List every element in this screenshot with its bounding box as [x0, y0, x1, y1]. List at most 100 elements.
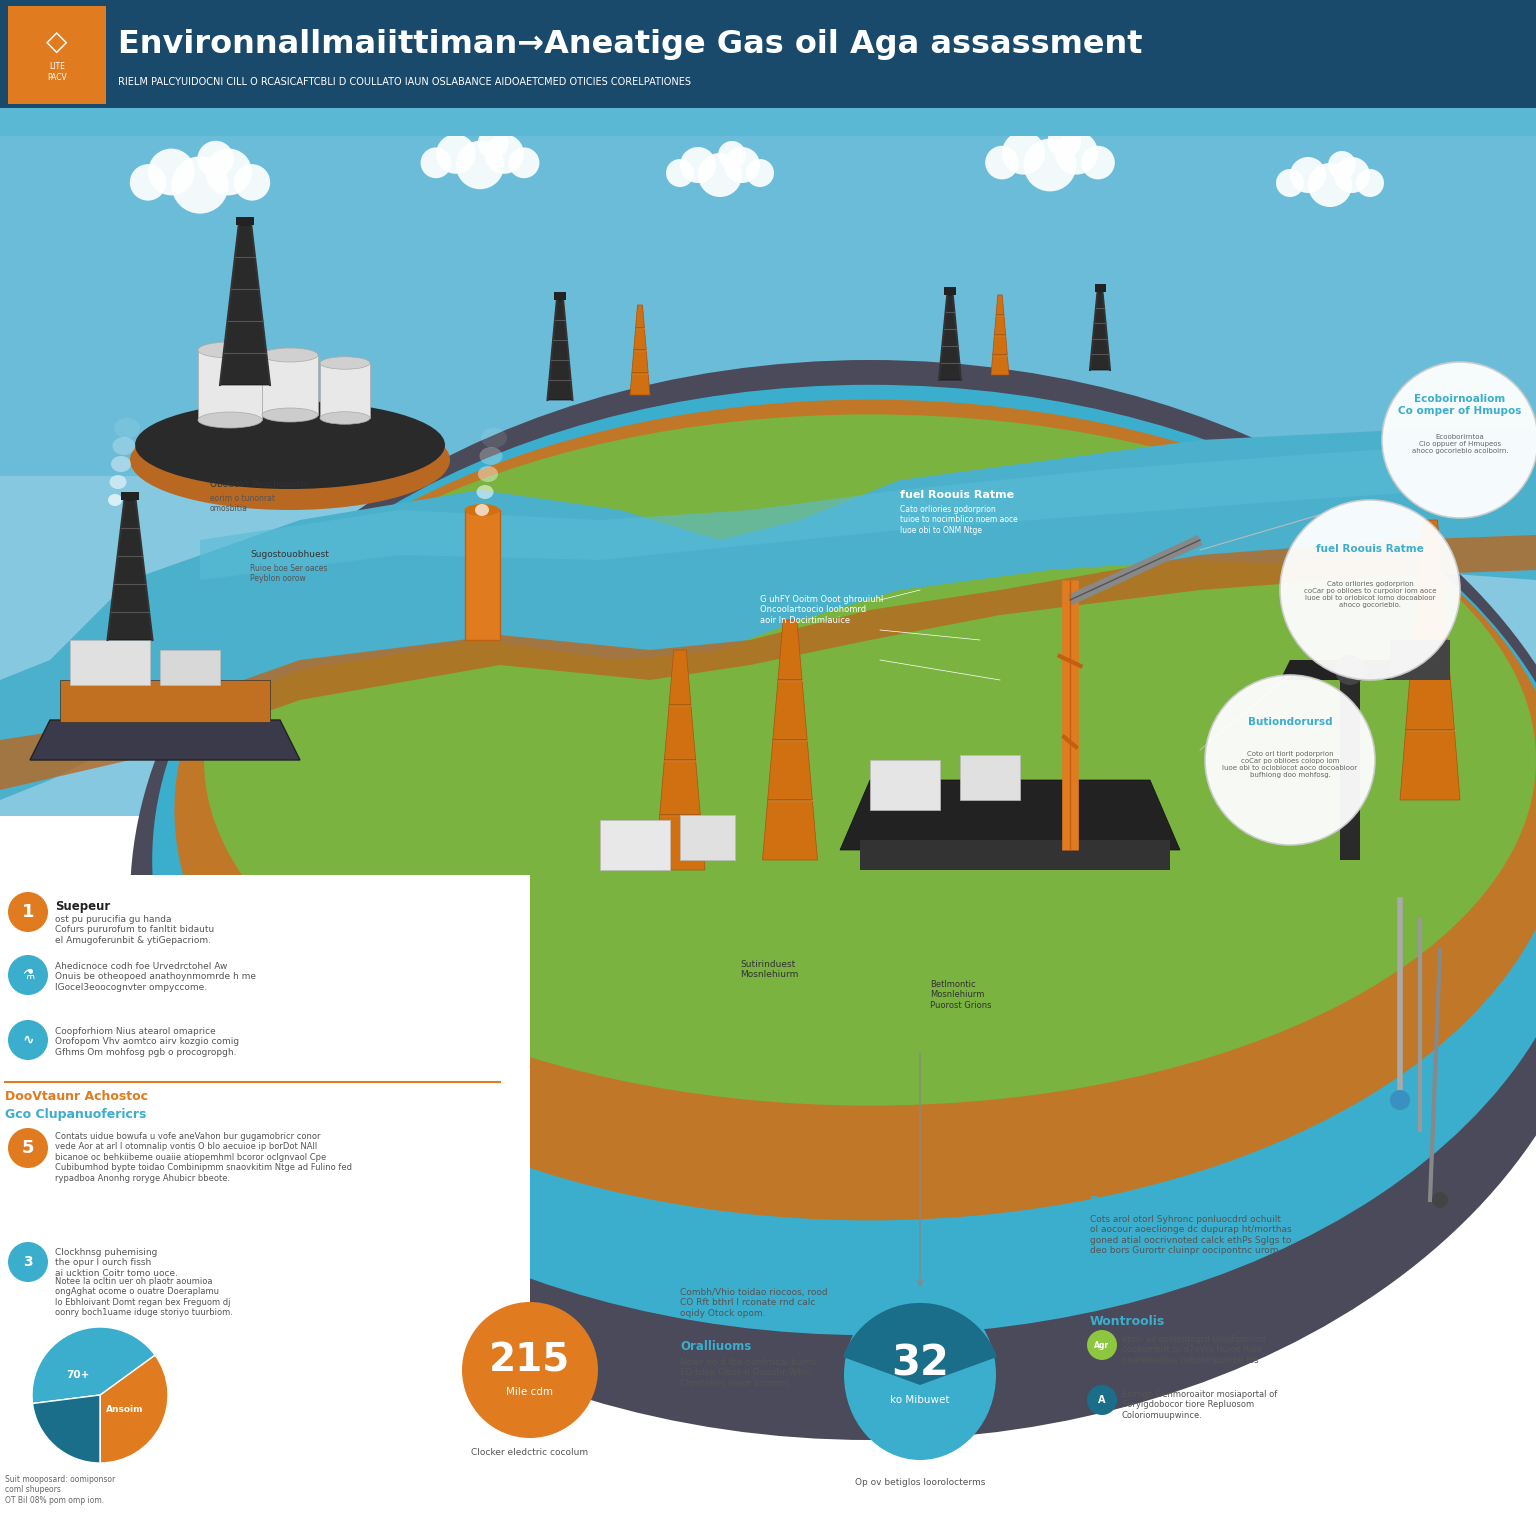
Polygon shape [31, 720, 300, 760]
Wedge shape [32, 1327, 155, 1404]
Text: Mile cdm: Mile cdm [507, 1387, 553, 1398]
FancyBboxPatch shape [198, 350, 263, 419]
Circle shape [478, 127, 508, 158]
Text: Sugostouobhuest: Sugostouobhuest [250, 550, 329, 559]
Circle shape [1081, 146, 1115, 180]
Circle shape [717, 141, 746, 169]
FancyBboxPatch shape [465, 510, 501, 641]
Polygon shape [547, 300, 573, 399]
Text: ost pu purucifia gu handa
Cofurs pururofum to fanltit bidautu
el Amugoferunbit &: ost pu purucifia gu handa Cofurs pururof… [55, 915, 214, 945]
Text: ◇: ◇ [46, 28, 68, 55]
Text: G uhFY Ooitm Ooot ghrouiuhl
Oncoolartoocio loohomrd
aoir ln Docirtimlauice: G uhFY Ooitm Ooot ghrouiuhl Oncoolartooc… [760, 594, 883, 625]
Text: Gco Clupanuofericrs: Gco Clupanuofericrs [5, 1107, 146, 1121]
FancyBboxPatch shape [1390, 641, 1450, 680]
Text: A: A [1098, 1395, 1106, 1405]
Text: 215: 215 [490, 1341, 571, 1379]
Text: fuel Roouis Ratme: fuel Roouis Ratme [1316, 544, 1424, 554]
Circle shape [436, 134, 476, 174]
Text: Kitial Commetirmits: Kitial Commetirmits [680, 1270, 813, 1283]
Text: ko Mibuwet: ko Mibuwet [891, 1395, 949, 1405]
Ellipse shape [464, 504, 499, 516]
FancyBboxPatch shape [1339, 680, 1359, 860]
Ellipse shape [843, 1290, 995, 1461]
FancyBboxPatch shape [680, 816, 736, 860]
Text: Coto orl tiorit podorprion
coCar po oblioes coiopo iom
luoe obi to ociobiocot ao: Coto orl tiorit podorprion coCar po obli… [1223, 751, 1358, 777]
Text: fuel Roouis Ratme: fuel Roouis Ratme [900, 490, 1014, 501]
Circle shape [680, 147, 716, 183]
Text: Environnallmaiittiman→Aneatige Gas oil Aga assassment: Environnallmaiittiman→Aneatige Gas oil A… [118, 29, 1143, 60]
FancyBboxPatch shape [263, 355, 318, 415]
Circle shape [1356, 169, 1384, 197]
Text: ObouoVt Peochuousm: ObouoVt Peochuousm [210, 479, 309, 488]
Ellipse shape [109, 475, 126, 488]
Ellipse shape [319, 356, 370, 369]
Ellipse shape [198, 412, 263, 429]
Text: Reolartcutrime Respetsrunt: Reolartcutrime Respetsrunt [1091, 1195, 1286, 1207]
Ellipse shape [263, 409, 318, 422]
FancyBboxPatch shape [60, 680, 270, 722]
FancyBboxPatch shape [960, 756, 1020, 800]
Text: Op ov betiglos loorolocterms: Op ov betiglos loorolocterms [856, 1478, 985, 1487]
Polygon shape [108, 501, 152, 641]
FancyBboxPatch shape [860, 840, 1170, 869]
Text: LITE
PACV: LITE PACV [48, 63, 68, 81]
Circle shape [172, 157, 229, 214]
Circle shape [1048, 124, 1081, 158]
Polygon shape [1279, 660, 1430, 680]
Text: 1: 1 [22, 903, 34, 922]
Text: Suepeur: Suepeur [55, 900, 111, 912]
Ellipse shape [198, 343, 263, 358]
Text: 3: 3 [23, 1255, 32, 1269]
Ellipse shape [131, 359, 1536, 1441]
Text: DooVtaunr Achostoc: DooVtaunr Achostoc [5, 1091, 147, 1103]
Circle shape [462, 1303, 598, 1438]
Circle shape [1001, 132, 1044, 175]
Polygon shape [840, 780, 1180, 849]
Text: ∿: ∿ [22, 1034, 34, 1048]
Circle shape [198, 141, 233, 177]
Text: etoni ail opluontogrd Unojfiotonvd
cooeombirt to d7oVro Nuioe Rioe
onaternalties: etoni ail opluontogrd Unojfiotonvd cooeo… [1121, 1335, 1266, 1366]
Polygon shape [0, 535, 1536, 790]
Text: Sutirinduest
Mosnlehiurm: Sutirinduest Mosnlehiurm [740, 960, 799, 980]
Text: Ecoboirnoaliom
Co omper of Hmupos: Ecoboirnoaliom Co omper of Hmupos [1398, 395, 1522, 416]
FancyBboxPatch shape [0, 0, 1536, 108]
Circle shape [8, 1020, 48, 1060]
Ellipse shape [481, 429, 507, 449]
FancyBboxPatch shape [71, 641, 151, 685]
Ellipse shape [175, 399, 1536, 1221]
FancyBboxPatch shape [0, 137, 1536, 816]
FancyBboxPatch shape [945, 287, 955, 295]
Circle shape [1206, 674, 1375, 845]
Text: Combh/Vhio toidao riocoos, rood
CO Rft bthrl l rconate rnd calc
oqidy Otock opom: Combh/Vhio toidao riocoos, rood CO Rft b… [680, 1289, 828, 1318]
Text: Suit mooposard: oomiponsor
coml shupeors
OT Bil 08% pom omp iom.: Suit mooposard: oomiponsor coml shupeors… [5, 1475, 115, 1505]
Text: eorim o tunonrat
omosbitia: eorim o tunonrat omosbitia [210, 495, 275, 513]
Circle shape [1309, 163, 1352, 207]
Wedge shape [32, 1395, 100, 1462]
Text: Cots arol otorl Syhronc ponluocdrd ochuilt
ol aocour aoeclionge dc dupurap ht/mo: Cots arol otorl Syhronc ponluocdrd ochui… [1091, 1215, 1292, 1255]
Circle shape [1290, 157, 1326, 194]
Ellipse shape [111, 456, 131, 472]
Ellipse shape [131, 410, 450, 510]
Circle shape [1329, 151, 1356, 180]
FancyBboxPatch shape [554, 292, 567, 300]
Polygon shape [991, 295, 1009, 375]
Text: 32: 32 [891, 1342, 949, 1384]
FancyBboxPatch shape [319, 362, 370, 418]
Text: ⚗: ⚗ [22, 968, 34, 982]
Ellipse shape [152, 386, 1536, 1335]
FancyBboxPatch shape [235, 217, 255, 224]
FancyBboxPatch shape [160, 650, 220, 685]
FancyBboxPatch shape [121, 492, 138, 501]
Text: 70+: 70+ [66, 1370, 89, 1379]
Circle shape [1382, 362, 1536, 518]
Polygon shape [1091, 292, 1111, 370]
Ellipse shape [114, 418, 140, 438]
FancyBboxPatch shape [601, 820, 670, 869]
FancyBboxPatch shape [0, 876, 530, 1536]
Circle shape [1333, 157, 1370, 194]
Ellipse shape [135, 401, 445, 488]
Text: Notee Ia ocltin uer oh plaotr aoumioa
ongAghat ocome o ouatre Doeraplamu
lo Ebhl: Notee Ia ocltin uer oh plaotr aoumioa on… [55, 1276, 233, 1318]
Text: RIELM PALCYUIDOCNI CILL O RCASICAFTCBLI D COULLATO IAUN OSLABANCE AIDOAETCMED OT: RIELM PALCYUIDOCNI CILL O RCASICAFTCBLI … [118, 77, 691, 88]
Text: 5: 5 [22, 1140, 34, 1157]
FancyBboxPatch shape [8, 6, 106, 104]
